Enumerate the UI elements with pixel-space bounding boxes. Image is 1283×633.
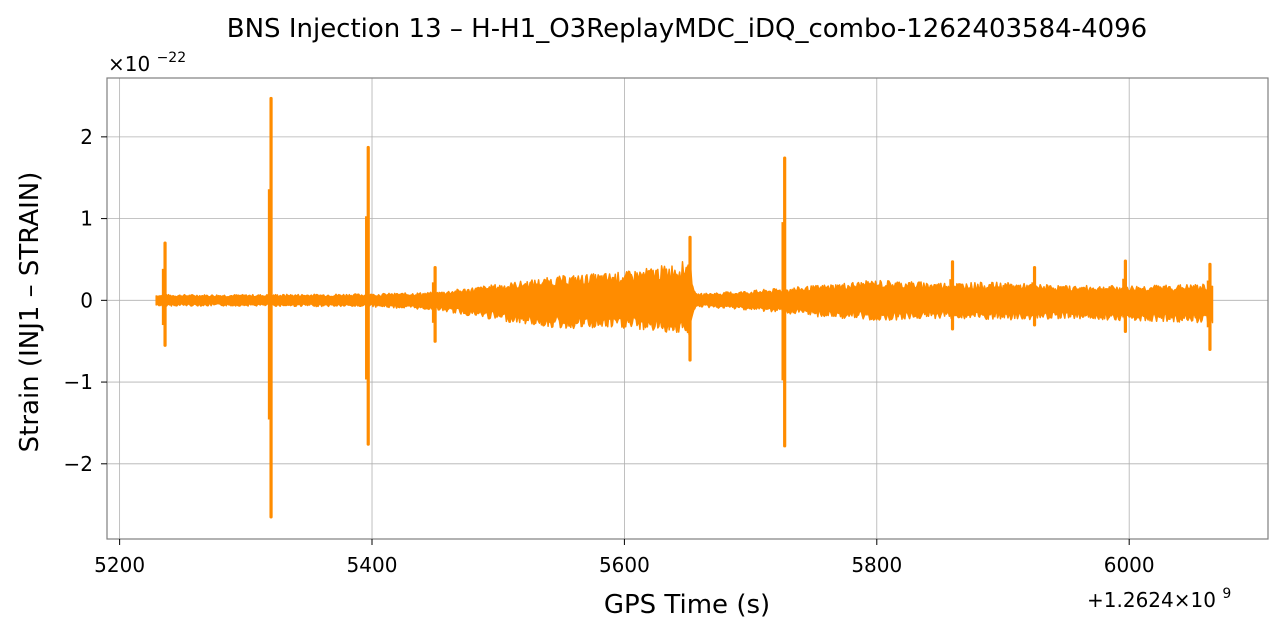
y-multiplier-base: ×10: [108, 52, 150, 76]
y-multiplier-exponent: −22: [157, 50, 187, 66]
x-axis-ticks: 5200 5400 5600 5800 6000: [94, 539, 1155, 577]
x-offset-base: +1.2624×10: [1087, 588, 1216, 612]
y-tick-label: −2: [64, 452, 93, 476]
y-axis-ticks: −2 −1 0 1 2: [64, 125, 107, 476]
strain-series: [155, 96, 1214, 519]
x-tick-label: 5200: [94, 553, 145, 577]
x-tick-label: 5800: [851, 553, 902, 577]
y-multiplier: ×10 −22: [108, 50, 186, 76]
x-tick-label: 5400: [347, 553, 398, 577]
plot-frame: [106, 77, 1269, 540]
x-axis-label: GPS Time (s): [604, 590, 770, 620]
x-offset-exponent: 9: [1222, 586, 1231, 602]
y-tick-label: 0: [80, 288, 93, 312]
chart-title: BNS Injection 13 – H-H1_O3ReplayMDC_iDQ_…: [227, 14, 1147, 44]
y-tick-label: 1: [80, 207, 93, 231]
y-axis-label: Strain (INJ1 – STRAIN): [15, 172, 45, 453]
strain-noise-band: [155, 259, 1214, 336]
x-tick-label: 6000: [1104, 553, 1155, 577]
x-tick-label: 5600: [599, 553, 650, 577]
y-tick-label: 2: [80, 125, 93, 149]
y-tick-label: −1: [64, 370, 93, 394]
x-offset: +1.2624×10 9: [1087, 586, 1231, 612]
